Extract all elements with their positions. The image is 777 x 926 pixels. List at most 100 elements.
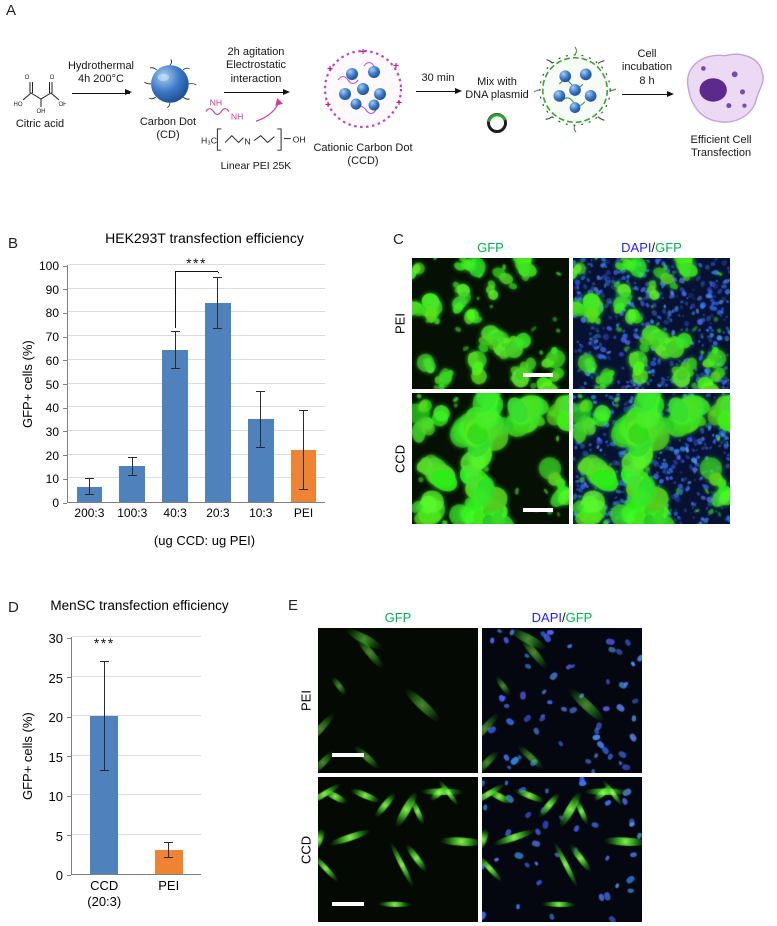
y-tick-label: 10 bbox=[48, 789, 63, 804]
significance-bracket bbox=[175, 272, 177, 328]
gridline bbox=[68, 406, 325, 408]
right-arrow-icon bbox=[622, 90, 674, 97]
y-tick-mark bbox=[63, 265, 67, 267]
bar-20:3 bbox=[205, 302, 231, 502]
column-header-dapi-gfp: DAPI/GFP bbox=[482, 610, 642, 625]
significance-bracket bbox=[175, 271, 218, 273]
plasmid-icon bbox=[487, 112, 507, 133]
linear-pei-label: Linear PEI 25K bbox=[220, 160, 292, 173]
plus-charge-symbol: + bbox=[393, 61, 399, 72]
y-tick-mark bbox=[63, 455, 67, 457]
dna-plasmid-text: DNA plasmid bbox=[465, 89, 529, 102]
ccd-dna-complex-icon bbox=[533, 46, 617, 133]
fluorescence-image bbox=[482, 628, 642, 773]
fluorescence-image bbox=[318, 628, 478, 773]
gridline bbox=[72, 715, 201, 716]
y-tick-label: 25 bbox=[48, 670, 63, 686]
y-tick-mark bbox=[67, 795, 71, 797]
agitation-text: 2h agitation bbox=[227, 46, 285, 58]
y-axis-label: GFP+ cells (%) bbox=[20, 712, 35, 800]
atom-label: HO bbox=[14, 102, 23, 108]
fluorescence-image bbox=[573, 258, 730, 389]
row-label-ccd: CCD bbox=[392, 444, 408, 473]
y-tick-mark bbox=[67, 637, 71, 639]
right-arrow-icon bbox=[416, 87, 462, 94]
pei-coating-step: 2h agitation Electrostatic interaction N… bbox=[200, 20, 312, 215]
fluorescence-image bbox=[482, 777, 642, 922]
x-category-label: PEI bbox=[137, 878, 202, 894]
x-category-label: 200:3 bbox=[68, 506, 111, 521]
atom-label: O bbox=[25, 75, 30, 81]
y-tick-mark bbox=[63, 312, 67, 314]
slash-text: / bbox=[561, 610, 566, 625]
plot-area: 200:3 100:3 40:3 20:3 10:3 PEI *** bbox=[67, 255, 325, 520]
dapi-header-text: DAPI bbox=[621, 240, 652, 255]
column-header-dapi-gfp: DAPI/GFP bbox=[573, 240, 730, 255]
panel-e-label: E bbox=[288, 597, 299, 614]
x-category-line: PEI bbox=[293, 506, 314, 520]
y-axis-label: GFP+ cells (%) bbox=[20, 340, 35, 428]
ccd-dna-complex-step bbox=[532, 20, 618, 215]
plus-charge-symbol: + bbox=[327, 64, 333, 75]
micrograph-c-ccd-gfp bbox=[412, 393, 569, 524]
gridline bbox=[68, 264, 325, 265]
right-arrow-icon bbox=[224, 88, 290, 95]
x-category-line: 100:3 bbox=[117, 506, 148, 520]
y-tick-label: 60 bbox=[45, 353, 59, 368]
y-tick-mark bbox=[63, 502, 67, 504]
micrograph-e-pei-gfp bbox=[318, 628, 478, 773]
y-tick-label: 5 bbox=[55, 828, 63, 844]
mix-time-text: 30 min bbox=[421, 72, 455, 84]
cell-nucleus bbox=[699, 78, 727, 102]
x-category-label: 10:3 bbox=[239, 506, 282, 521]
citric-acid-label: Citric acid bbox=[15, 118, 65, 130]
y-tick-label: 100 bbox=[38, 259, 59, 273]
incubation-step: Cell incubation 8 h bbox=[618, 20, 676, 215]
interaction-text: interaction bbox=[230, 72, 282, 85]
gfp-header-text: GFP bbox=[655, 240, 682, 255]
x-axis-label: (ug CCD: ug PEI) bbox=[153, 533, 256, 548]
bar-PEI bbox=[154, 850, 183, 874]
result-label-line1: Efficient Cell bbox=[690, 134, 752, 146]
atom-label: O bbox=[50, 75, 55, 81]
y-tick-label: 0 bbox=[52, 496, 59, 510]
pei-n-label: N bbox=[244, 137, 250, 147]
y-tick-label: 20 bbox=[48, 710, 63, 725]
x-category-line: CCD bbox=[90, 878, 119, 893]
chart-title: MenSC transfection efficiency bbox=[50, 598, 229, 613]
ccd-abbrev: (CCD) bbox=[347, 155, 379, 168]
error-bar bbox=[99, 660, 109, 772]
micrograph-c-pei-dapi-gfp bbox=[573, 258, 730, 389]
row-label-ccd: CCD bbox=[298, 835, 314, 864]
ccd-step: + + + + + Cationic Carbon Dot (CCD) bbox=[312, 20, 414, 215]
hydrothermal-conditions: 4h 200°C bbox=[78, 73, 124, 86]
y-tick-mark bbox=[67, 835, 71, 836]
nh-group-label: NH bbox=[231, 111, 244, 121]
y-tick-label: 10 bbox=[45, 472, 59, 487]
nh-group-label: NH bbox=[210, 98, 223, 108]
gfp-header-text: GFP bbox=[565, 610, 593, 625]
scale-bar bbox=[332, 902, 364, 906]
plus-charge-symbol: + bbox=[396, 98, 402, 109]
gridline bbox=[72, 833, 201, 835]
bar-40:3 bbox=[162, 350, 188, 502]
y-tick-label: 70 bbox=[45, 330, 59, 345]
dapi-header-text: DAPI bbox=[531, 610, 562, 625]
scale-bar bbox=[523, 508, 553, 512]
y-tick-label: 50 bbox=[45, 377, 59, 392]
micrograph-c-pei-gfp bbox=[412, 258, 569, 389]
x-category-label: 20:3 bbox=[197, 506, 240, 521]
carbon-dot-step: Carbon Dot (CD) bbox=[136, 20, 200, 215]
cationic-carbon-dot-icon: + + + + + bbox=[323, 47, 403, 129]
atom-label: OH bbox=[37, 109, 46, 114]
right-arrow-icon bbox=[72, 89, 132, 96]
y-tick-label: 20 bbox=[45, 448, 59, 463]
plus-charge-symbol: + bbox=[325, 100, 331, 111]
y-tick-mark bbox=[63, 360, 67, 362]
error-bar bbox=[213, 276, 223, 330]
column-header-gfp: GFP bbox=[318, 610, 478, 625]
significance-stars: *** bbox=[93, 635, 115, 652]
x-category-label: CCD (20:3) bbox=[72, 878, 137, 911]
carbon-dot-label: Carbon Dot bbox=[139, 116, 197, 128]
x-category-label: PEI bbox=[282, 506, 325, 521]
